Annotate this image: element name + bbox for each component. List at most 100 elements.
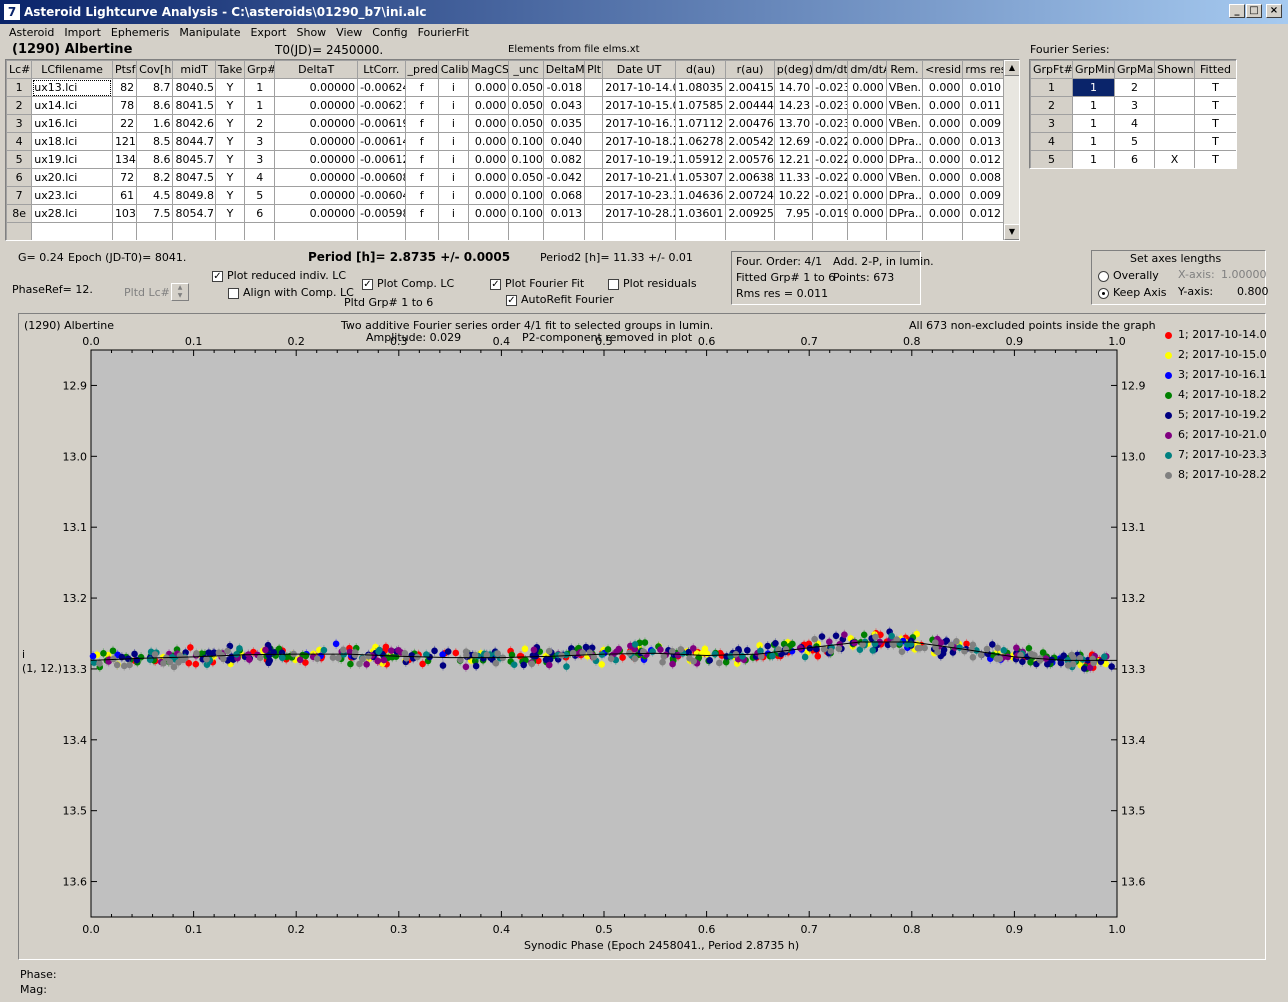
fourier-cell[interactable] xyxy=(1154,96,1195,115)
plot-residuals-checkbox[interactable]: Plot residuals xyxy=(608,277,697,290)
menu-config[interactable]: Config xyxy=(372,26,408,39)
table-cell[interactable]: 4.5 xyxy=(136,186,174,205)
table-cell[interactable]: DPra... xyxy=(885,132,924,151)
table-cell[interactable]: Y xyxy=(214,78,246,97)
table-cell[interactable]: 8047.5 xyxy=(172,168,216,187)
table-row[interactable]: 2 ux14.lci 78 8.6 8041.5 Y 1 0.00000 -0.00621 f i 0… xyxy=(6,96,1004,115)
table-cell[interactable]: 14.70 xyxy=(773,78,814,97)
table-cell[interactable]: 0.00000 xyxy=(274,114,359,133)
table-cell[interactable]: Y xyxy=(214,96,246,115)
table-cell[interactable]: -0.019 xyxy=(812,204,849,223)
table-cell[interactable]: 8054.7 xyxy=(172,204,216,223)
table-cell[interactable]: -0.00619 xyxy=(357,114,406,133)
table-cell[interactable]: 0.000 xyxy=(468,114,510,133)
fourier-cell[interactable] xyxy=(1154,132,1195,151)
plot-comp-checkbox[interactable]: ✓ Plot Comp. LC xyxy=(362,277,454,290)
table-cell[interactable]: i xyxy=(437,150,470,169)
scroll-down-icon[interactable]: ▼ xyxy=(1004,224,1019,240)
table-cell[interactable]: i xyxy=(437,132,470,151)
table-cell[interactable]: 8049.8 xyxy=(172,186,216,205)
fourier-cell[interactable]: 5 xyxy=(1114,132,1155,151)
table-cell[interactable]: 3 xyxy=(244,150,276,169)
table-cell[interactable]: 0.068 xyxy=(542,186,586,205)
column-header[interactable]: p(deg) xyxy=(773,60,814,79)
table-cell[interactable]: 0.035 xyxy=(542,114,586,133)
fourier-cell[interactable]: 1 xyxy=(1072,96,1115,115)
column-header[interactable]: LtCorr. xyxy=(357,60,406,79)
table-cell[interactable]: 0.000 xyxy=(468,150,510,169)
table-cell[interactable]: 1.08035 xyxy=(674,78,727,97)
table-cell[interactable]: 2017-10-16.1 xyxy=(602,114,676,133)
plot-reduced-checkbox[interactable]: ✓ Plot reduced indiv. LC xyxy=(212,269,346,282)
table-row[interactable]: 3 ux16.lci 22 1.6 8042.6 Y 2 0.00000 -0.00619 f i 0… xyxy=(6,114,1004,133)
menu-show[interactable]: Show xyxy=(296,26,327,39)
table-cell[interactable]: f xyxy=(404,204,439,223)
table-cell[interactable]: 0.00000 xyxy=(274,204,359,223)
table-cell[interactable]: -0.00621 xyxy=(357,96,406,115)
overall-radio[interactable]: Overally xyxy=(1098,269,1159,282)
table-cell[interactable]: f xyxy=(404,96,439,115)
table-cell[interactable]: 1.05912 xyxy=(674,150,727,169)
table-cell[interactable]: 2017-10-19.2 xyxy=(602,150,676,169)
fourier-row-header[interactable]: 3 xyxy=(1030,114,1073,133)
table-cell[interactable]: VBen... xyxy=(885,78,924,97)
fourier-row-header[interactable]: 4 xyxy=(1030,132,1073,151)
table-cell[interactable]: 6 xyxy=(244,204,276,223)
close-button[interactable]: × xyxy=(1266,4,1282,18)
table-cell[interactable]: 103 xyxy=(111,204,138,223)
table-row[interactable]: 1 ux13.lci 82 8.7 8040.5 Y 1 0.00000 -0.00624 f i 0… xyxy=(6,78,1004,97)
table-cell[interactable]: 134 xyxy=(111,150,138,169)
table-cell[interactable]: 1 xyxy=(244,78,276,97)
scroll-up-icon[interactable]: ▲ xyxy=(1004,60,1019,76)
table-cell[interactable]: 0.050 xyxy=(508,96,544,115)
table-cell[interactable]: 0.00000 xyxy=(274,78,359,97)
table-cell[interactable]: 1.05307 xyxy=(674,168,727,187)
table-cell[interactable]: 0.000 xyxy=(468,186,510,205)
table-cell[interactable]: 8.5 xyxy=(136,132,174,151)
table-cell[interactable]: 0.000 xyxy=(922,204,964,223)
fourier-row-header[interactable]: 5 xyxy=(1030,150,1073,168)
table-cell[interactable]: 2017-10-21.0 xyxy=(602,168,676,187)
table-cell[interactable]: 2.00476 xyxy=(725,114,775,133)
column-header[interactable]: Lc# xyxy=(6,60,33,79)
column-header[interactable]: r(au) xyxy=(725,60,775,79)
table-cell[interactable]: -0.022 xyxy=(812,150,849,169)
table-cell[interactable] xyxy=(584,168,604,187)
table-cell[interactable]: 2.00542 xyxy=(725,132,775,151)
table-cell[interactable]: i xyxy=(437,78,470,97)
table-row[interactable]: 6 ux20.lci 72 8.2 8047.5 Y 4 0.00000 -0.00608 f i 0… xyxy=(6,168,1004,187)
table-cell[interactable]: 0.050 xyxy=(508,114,544,133)
fourier-column-header[interactable]: GrpMin xyxy=(1072,60,1115,79)
table-cell[interactable]: 8.7 xyxy=(136,78,174,97)
table-cell[interactable]: 0.00000 xyxy=(274,96,359,115)
table-cell[interactable]: 121 xyxy=(111,132,138,151)
table-cell[interactable]: i xyxy=(437,168,470,187)
table-cell[interactable]: i xyxy=(437,114,470,133)
fourier-cell[interactable]: 2 xyxy=(1114,78,1155,97)
table-cell[interactable]: -0.021 xyxy=(812,186,849,205)
table-cell[interactable]: i xyxy=(437,96,470,115)
table-cell[interactable]: Y xyxy=(214,132,246,151)
table-cell[interactable]: 3 xyxy=(244,132,276,151)
table-cell[interactable]: f xyxy=(404,132,439,151)
table-cell[interactable]: 2017-10-28.2 xyxy=(602,204,676,223)
table-cell[interactable]: VBen... xyxy=(885,114,924,133)
table-cell[interactable]: 2 xyxy=(244,114,276,133)
table-cell[interactable]: f xyxy=(404,150,439,169)
table-cell[interactable]: -0.042 xyxy=(542,168,586,187)
table-cell[interactable]: VBen... xyxy=(885,168,924,187)
column-header[interactable]: DeltaM xyxy=(542,60,586,79)
table-cell[interactable]: 0.009 xyxy=(962,114,1004,133)
table-cell[interactable]: 0.050 xyxy=(508,168,544,187)
column-header[interactable]: dm/dtA xyxy=(847,60,887,79)
menu-asteroid[interactable]: Asteroid xyxy=(9,26,55,39)
table-cell[interactable]: 0.100 xyxy=(508,132,544,151)
table-cell[interactable]: 8.2 xyxy=(136,168,174,187)
table-cell[interactable]: -0.00608 xyxy=(357,168,406,187)
fourier-cell[interactable] xyxy=(1154,78,1195,97)
table-cell[interactable]: 1.04636 xyxy=(674,186,727,205)
table-cell[interactable]: f xyxy=(404,78,439,97)
table-cell[interactable]: 0.000 xyxy=(847,168,887,187)
